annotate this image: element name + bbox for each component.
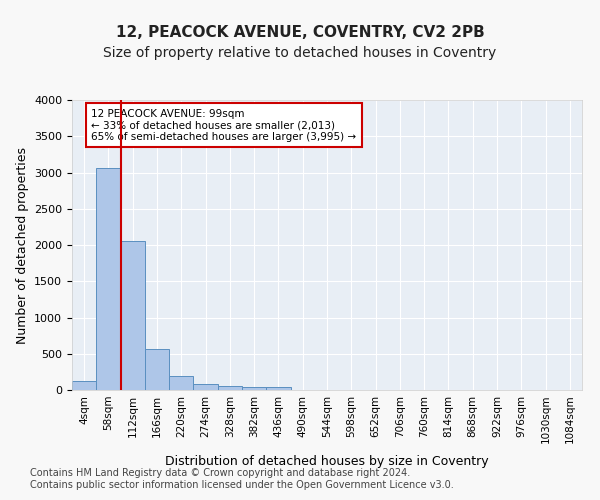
Text: Contains HM Land Registry data © Crown copyright and database right 2024.: Contains HM Land Registry data © Crown c… [30,468,410,477]
Bar [242,387,266,390]
Y-axis label: Number of detached properties: Number of detached properties [16,146,29,344]
Bar [193,384,218,390]
Bar [121,240,145,390]
Bar [145,350,169,390]
Bar [169,376,193,390]
Text: Contains public sector information licensed under the Open Government Licence v3: Contains public sector information licen… [30,480,454,490]
Text: 12, PEACOCK AVENUE, COVENTRY, CV2 2PB: 12, PEACOCK AVENUE, COVENTRY, CV2 2PB [116,25,484,40]
Text: Size of property relative to detached houses in Coventry: Size of property relative to detached ho… [103,46,497,60]
Bar [96,168,121,390]
Bar [266,387,290,390]
Bar [218,386,242,390]
X-axis label: Distribution of detached houses by size in Coventry: Distribution of detached houses by size … [165,454,489,468]
Bar [72,380,96,390]
Text: 12 PEACOCK AVENUE: 99sqm
← 33% of detached houses are smaller (2,013)
65% of sem: 12 PEACOCK AVENUE: 99sqm ← 33% of detach… [91,108,356,142]
